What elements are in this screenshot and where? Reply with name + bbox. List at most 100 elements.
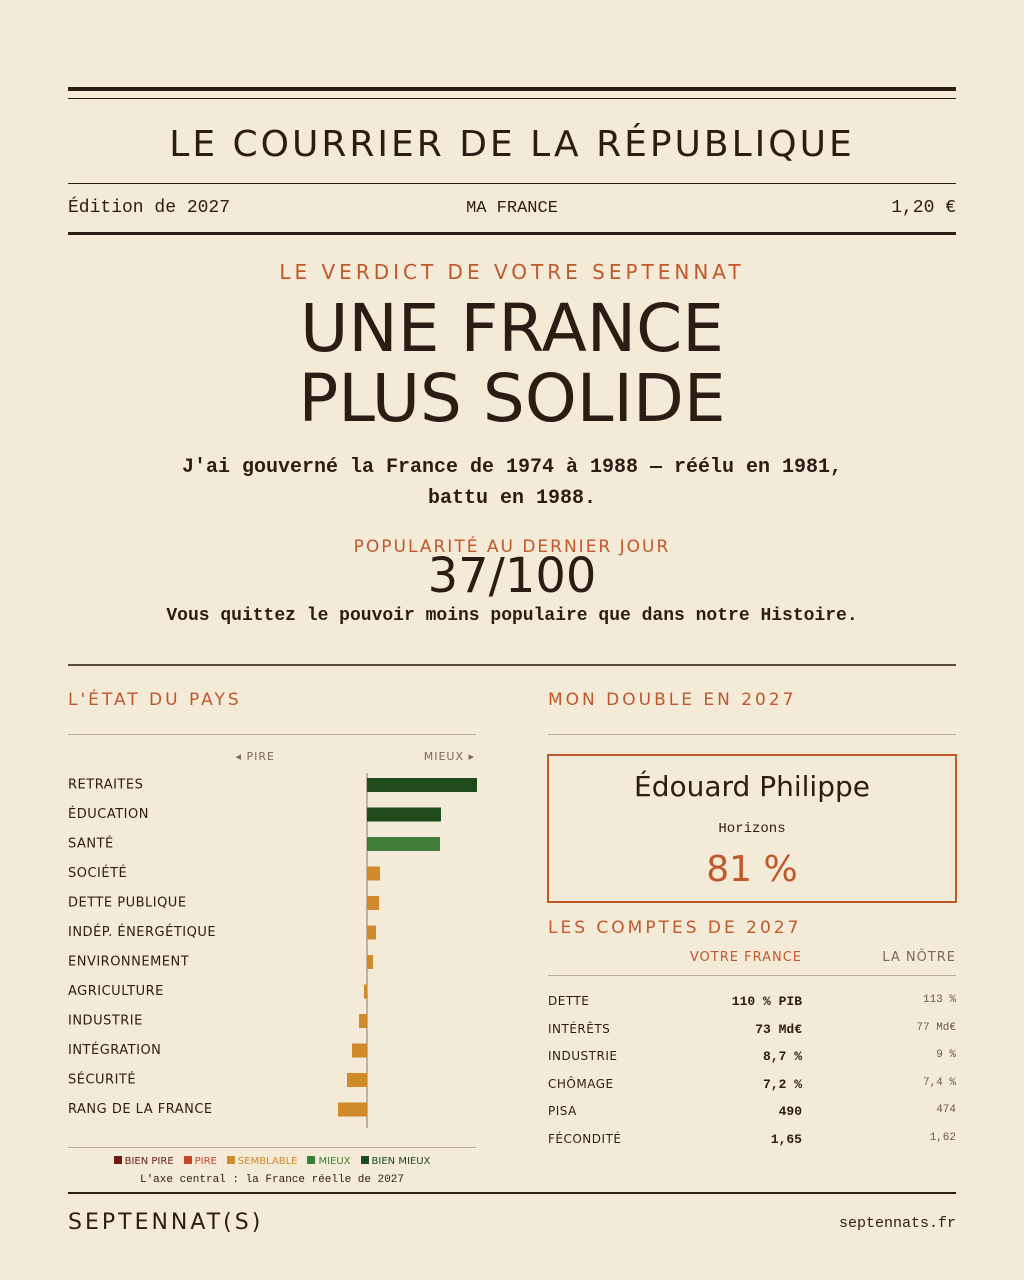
row-label: CHÔMAGE: [548, 1076, 614, 1091]
legend-label: PIRE: [194, 1156, 217, 1167]
bar: [367, 778, 477, 792]
rule: [68, 664, 956, 666]
bar: [359, 1014, 367, 1028]
category-label: SANTÉ: [68, 836, 114, 852]
rule: [548, 734, 956, 735]
category-label: AGRICULTURE: [68, 984, 164, 999]
row-label: FÉCONDITÉ: [548, 1131, 622, 1146]
rule: [68, 232, 956, 235]
blurb-line: battu en 1988.: [427, 487, 597, 510]
table-row: PISA 490 474: [548, 1104, 956, 1124]
row-ref: 77 Md€: [916, 1021, 956, 1034]
row-ref: 474: [936, 1104, 956, 1116]
category-label: INDUSTRIE: [68, 1014, 143, 1029]
category-label: RETRAITES: [68, 778, 143, 793]
double-card: Édouard Philippe Horizons 81 %: [547, 754, 957, 903]
row-ref: 1,62: [929, 1131, 956, 1144]
rule: [68, 1147, 476, 1148]
headline-line: PLUS SOLIDE: [298, 360, 726, 437]
category-label: SÉCURITÉ: [68, 1072, 136, 1088]
category-label: INTÉGRATION: [68, 1042, 161, 1058]
table-row: INTÉRÊTS 73 Md€ 77 Md€: [548, 1022, 956, 1042]
category-label: SOCIÉTÉ: [68, 865, 127, 881]
bar: [352, 1043, 367, 1058]
chart-note: L'axe central : la France réelle de 2027: [139, 1174, 405, 1186]
edition: Édition de 2027: [68, 198, 231, 218]
table-header: LA NÔTRE: [882, 950, 956, 965]
category-label: RANG DE LA FRANCE: [68, 1102, 213, 1117]
row-label: PISA: [548, 1104, 577, 1118]
legend-label: SEMBLABLE: [237, 1156, 298, 1167]
chart: ◂ PIRE MIEUX ▸ RETRAITES ÉDUCATION SANTÉ SOCI…: [68, 750, 477, 1129]
legend-label: BIEN PIRE: [124, 1156, 174, 1167]
row-ref: 7,4 %: [922, 1076, 956, 1089]
table-row: CHÔMAGE 7,2 % 7,4 %: [548, 1077, 956, 1097]
footer-url: septennats.fr: [838, 1215, 956, 1232]
legend-swatch: [226, 1156, 235, 1164]
bar: [367, 807, 441, 822]
bar: [367, 837, 440, 851]
table-row: FÉCONDITÉ 1,65 1,62: [548, 1132, 956, 1152]
legend-swatch: [360, 1156, 369, 1164]
bar: [367, 955, 373, 969]
masthead: LE COURRIER DE LA RÉPUBLIQUE: [169, 124, 855, 165]
rule: [68, 734, 476, 735]
row-ref: 113 %: [922, 994, 956, 1006]
kicker: LE VERDICT DE VOTRE SEPTENNAT: [279, 260, 745, 284]
double-name: Édouard Philippe: [634, 770, 870, 803]
legend-swatch: [113, 1156, 122, 1164]
bar: [347, 1073, 367, 1087]
legend: BIEN PIRE PIRE SEMBLABLE MIEUX BIEN MIEUX: [68, 1156, 476, 1167]
category-label: ÉDUCATION: [68, 806, 149, 822]
category-label: INDÉP. ÉNERGÉTIQUE: [68, 924, 216, 940]
legend-item: BIEN PIRE: [113, 1156, 174, 1167]
price: 1,20 €: [891, 198, 956, 218]
footer-brand: SEPTENNAT(S): [68, 1210, 264, 1235]
legend-item: SEMBLABLE: [226, 1156, 298, 1167]
double-score: 81 %: [706, 849, 798, 890]
row-value: 7,2 %: [762, 1076, 802, 1092]
rule: [548, 975, 956, 976]
row-label: INDUSTRIE: [548, 1049, 618, 1063]
row-value: 8,7 %: [762, 1049, 802, 1064]
bar: [367, 925, 376, 940]
legend-item: MIEUX: [307, 1156, 351, 1167]
table-row: INDUSTRIE 8,7 % 9 %: [548, 1049, 956, 1069]
blurb: J'ai gouverné la France de 1974 à 1988 —…: [0, 452, 1024, 514]
headline: UNE FRANCE PLUS SOLIDE: [0, 294, 1024, 434]
legend-swatch: [183, 1156, 192, 1164]
rule: [68, 87, 956, 91]
legend-label: MIEUX: [318, 1156, 351, 1167]
section-title: LES COMPTES DE 2027: [548, 918, 802, 938]
rule: [68, 98, 956, 99]
bar: [367, 896, 379, 910]
double-party: Horizons: [718, 821, 786, 837]
row-label: DETTE: [548, 994, 590, 1008]
legend-item: PIRE: [183, 1156, 217, 1167]
popularity-label: POPULARITÉ AU DERNIER JOUR: [353, 537, 671, 557]
row-value: 1,65: [770, 1131, 802, 1147]
rule: [68, 1192, 956, 1194]
section-title: L'ÉTAT DU PAYS: [68, 690, 242, 710]
right-label: MIEUX ▸: [424, 750, 475, 763]
row-value: 73 Md€: [755, 1021, 802, 1037]
section: MA FRANCE: [466, 199, 558, 218]
row-value: 110 % PIB: [731, 994, 802, 1009]
bar: [364, 984, 367, 999]
bar: [338, 1102, 367, 1117]
section-title: MON DOUBLE EN 2027: [548, 690, 797, 710]
popularity-comment: Vous quittez le pouvoir moins populaire …: [166, 606, 858, 626]
table-row: DETTE 110 % PIB 113 %: [548, 994, 956, 1014]
category-label: ENVIRONNEMENT: [68, 955, 189, 970]
left-label: ◂ PIRE: [236, 750, 276, 763]
category-label: DETTE PUBLIQUE: [68, 896, 187, 911]
row-ref: 9 %: [936, 1049, 956, 1061]
popularity-score: 37/100: [427, 548, 597, 604]
row-label: INTÉRÊTS: [548, 1021, 611, 1036]
rule: [68, 183, 956, 184]
table-header: VOTRE FRANCE: [689, 950, 802, 965]
legend-label: BIEN MIEUX: [371, 1156, 431, 1167]
blurb-line: J'ai gouverné la France de 1974 à 1988 —…: [181, 456, 843, 479]
legend-item: BIEN MIEUX: [360, 1156, 431, 1167]
